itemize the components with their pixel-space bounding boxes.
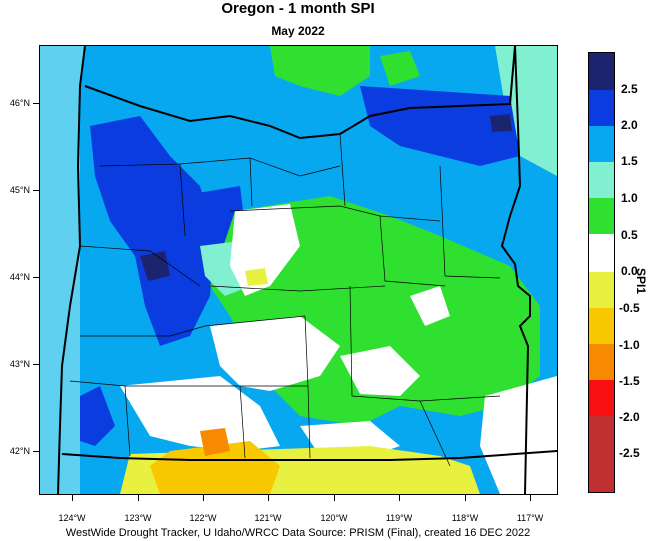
lat-label: 44°N xyxy=(9,272,30,282)
normal-south-central-2 xyxy=(340,346,420,396)
lon-label: 122°W xyxy=(189,513,217,523)
lon-label: 121°W xyxy=(254,513,282,523)
legend-title: SPI1 xyxy=(634,268,648,295)
legend-label: -2.5 xyxy=(619,446,640,460)
lon-tick xyxy=(334,495,335,501)
lon-tick xyxy=(268,495,269,501)
lon-tick xyxy=(203,495,204,501)
lon-tick xyxy=(465,495,466,501)
legend-label: 2.5 xyxy=(621,82,638,96)
spi-map-svg xyxy=(40,46,557,494)
color-legend xyxy=(588,52,615,493)
data-source-footer: WestWide Drought Tracker, U Idaho/WRCC D… xyxy=(65,527,531,539)
legend-swatch xyxy=(589,198,614,234)
normal-southwest xyxy=(120,376,280,451)
idaho-border xyxy=(500,46,531,494)
county-lines xyxy=(69,133,501,467)
wet-slight-north xyxy=(270,46,370,96)
very-wet-spot-1 xyxy=(140,251,170,281)
lon-tick xyxy=(138,495,139,501)
pacific-ocean xyxy=(40,46,85,494)
lon-label: 123°W xyxy=(124,513,152,523)
legend-swatch xyxy=(589,53,614,90)
spi-map xyxy=(39,45,558,495)
lat-tick xyxy=(33,277,39,278)
lat-label: 45°N xyxy=(9,185,30,195)
legend-swatch xyxy=(589,344,614,380)
lat-tick xyxy=(33,190,39,191)
legend-swatch xyxy=(589,162,614,198)
wet-severe-cascades xyxy=(90,116,215,346)
wet-severe-southcoast xyxy=(80,386,115,446)
legend-label: 0.0 xyxy=(621,264,638,278)
lat-tick xyxy=(33,451,39,452)
legend-swatch xyxy=(589,380,614,416)
normal-southeast xyxy=(480,376,557,494)
legend-label: -2.0 xyxy=(619,410,640,424)
lat-tick xyxy=(33,103,39,104)
legend-swatch xyxy=(589,90,614,126)
legend-swatch xyxy=(589,308,614,344)
lon-tick xyxy=(399,495,400,501)
lat-tick xyxy=(33,364,39,365)
legend-label: 0.5 xyxy=(621,228,638,242)
legend-label: -1.5 xyxy=(619,374,640,388)
lon-label: 118°W xyxy=(451,513,479,523)
lat-label: 46°N xyxy=(9,98,30,108)
columbia-river-border xyxy=(84,46,516,140)
lat-label: 43°N xyxy=(9,359,30,369)
california-nevada-border xyxy=(61,450,557,461)
legend-label: 1.5 xyxy=(621,154,638,168)
map-title: Oregon - 1 month SPI xyxy=(221,0,375,17)
lon-label: 117°W xyxy=(516,513,544,523)
wet-mild-northeast xyxy=(495,46,557,176)
legend-swatch xyxy=(589,272,614,308)
dry-moderate-south xyxy=(150,441,280,494)
legend-label: -1.0 xyxy=(619,338,640,352)
map-subtitle: May 2022 xyxy=(271,24,325,38)
legend-swatch xyxy=(589,234,614,272)
legend-label: 1.0 xyxy=(621,191,638,205)
dry-severe-spot xyxy=(200,428,230,456)
legend-swatch xyxy=(589,416,614,492)
legend-label: -0.5 xyxy=(619,301,640,315)
lon-tick xyxy=(72,495,73,501)
lat-label: 42°N xyxy=(9,446,30,456)
lon-label: 120°W xyxy=(320,513,348,523)
dry-slight-spot xyxy=(245,268,268,286)
lon-tick xyxy=(530,495,531,501)
coastline xyxy=(57,46,86,494)
legend-swatch xyxy=(589,126,614,162)
very-wet-spot-2 xyxy=(490,114,512,132)
wet-slight-north-2 xyxy=(380,51,420,86)
lon-label: 124°W xyxy=(58,513,86,523)
lon-label: 119°W xyxy=(385,513,413,523)
normal-east xyxy=(410,286,450,326)
legend-label: 2.0 xyxy=(621,118,638,132)
